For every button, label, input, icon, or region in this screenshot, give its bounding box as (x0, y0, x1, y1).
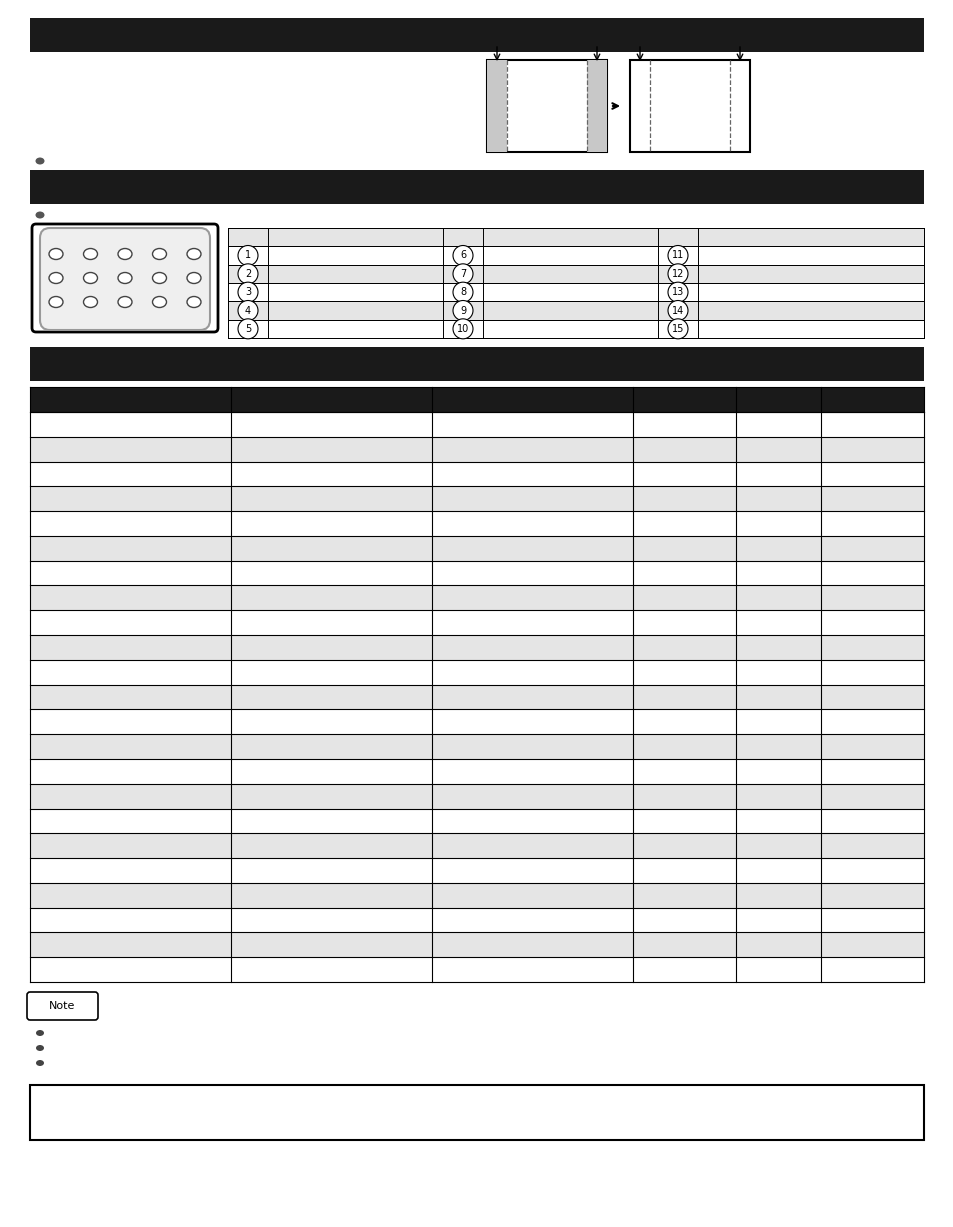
Text: 1: 1 (245, 250, 251, 260)
Bar (30, 461, 923, 486)
Bar (30, 347, 923, 382)
Ellipse shape (152, 249, 167, 259)
Bar (486, 60, 506, 152)
Ellipse shape (118, 249, 132, 259)
Bar (228, 228, 923, 247)
Circle shape (667, 282, 687, 302)
Circle shape (667, 301, 687, 320)
Bar (30, 883, 923, 908)
Ellipse shape (187, 297, 201, 308)
Text: 12: 12 (671, 269, 683, 279)
Ellipse shape (49, 249, 63, 259)
Text: 3: 3 (245, 287, 251, 297)
Circle shape (237, 245, 257, 265)
Text: 2: 2 (245, 269, 251, 279)
Bar (30, 412, 923, 437)
Bar (30, 784, 923, 809)
Circle shape (453, 282, 473, 302)
Ellipse shape (118, 272, 132, 283)
Bar (30, 833, 923, 858)
Bar (228, 247, 923, 265)
Bar (30, 933, 923, 957)
Bar (30, 536, 923, 561)
Ellipse shape (187, 272, 201, 283)
Ellipse shape (36, 1029, 44, 1036)
Bar (30, 561, 923, 585)
Bar (30, 709, 923, 734)
Bar (30, 585, 923, 610)
Bar (30, 636, 923, 660)
Ellipse shape (84, 249, 97, 259)
Text: 7: 7 (459, 269, 466, 279)
Circle shape (237, 301, 257, 320)
Text: 6: 6 (459, 250, 466, 260)
Bar (30, 437, 923, 461)
Bar (30, 734, 923, 760)
Ellipse shape (187, 249, 201, 259)
Ellipse shape (152, 272, 167, 283)
Ellipse shape (35, 211, 45, 218)
Circle shape (237, 282, 257, 302)
Ellipse shape (36, 1045, 44, 1052)
Ellipse shape (84, 297, 97, 308)
Bar (30, 908, 923, 933)
Ellipse shape (35, 157, 45, 164)
Bar (228, 320, 923, 337)
Text: 11: 11 (671, 250, 683, 260)
Bar (30, 512, 923, 536)
FancyBboxPatch shape (27, 991, 98, 1020)
Text: 9: 9 (459, 306, 466, 315)
Circle shape (667, 319, 687, 339)
Bar (30, 760, 923, 784)
Circle shape (237, 319, 257, 339)
Bar (30, 18, 923, 52)
Text: 8: 8 (459, 287, 466, 297)
Ellipse shape (36, 1060, 44, 1066)
Ellipse shape (49, 272, 63, 283)
Circle shape (667, 264, 687, 283)
Circle shape (453, 319, 473, 339)
Bar (586, 60, 606, 152)
Bar (486, 60, 606, 152)
Ellipse shape (118, 297, 132, 308)
Ellipse shape (84, 272, 97, 283)
Bar (30, 610, 923, 636)
Text: 14: 14 (671, 306, 683, 315)
Text: 5: 5 (245, 324, 251, 334)
FancyBboxPatch shape (32, 225, 218, 333)
Text: 4: 4 (245, 306, 251, 315)
Text: 13: 13 (671, 287, 683, 297)
Circle shape (237, 264, 257, 283)
Circle shape (667, 245, 687, 265)
Bar (228, 283, 923, 302)
Bar (30, 858, 923, 883)
Circle shape (453, 301, 473, 320)
Bar (30, 387, 923, 412)
Circle shape (453, 245, 473, 265)
Bar (30, 685, 923, 709)
Bar (629, 60, 749, 152)
Bar (30, 1085, 923, 1140)
Bar (30, 957, 923, 982)
Bar (30, 171, 923, 204)
Bar (228, 265, 923, 283)
Bar (228, 302, 923, 320)
Text: Note: Note (50, 1001, 75, 1011)
Bar (30, 486, 923, 512)
Bar (30, 660, 923, 685)
FancyBboxPatch shape (40, 228, 210, 330)
Text: 10: 10 (456, 324, 469, 334)
Ellipse shape (152, 297, 167, 308)
Ellipse shape (49, 297, 63, 308)
Bar (30, 809, 923, 833)
Text: 15: 15 (671, 324, 683, 334)
Circle shape (453, 264, 473, 283)
